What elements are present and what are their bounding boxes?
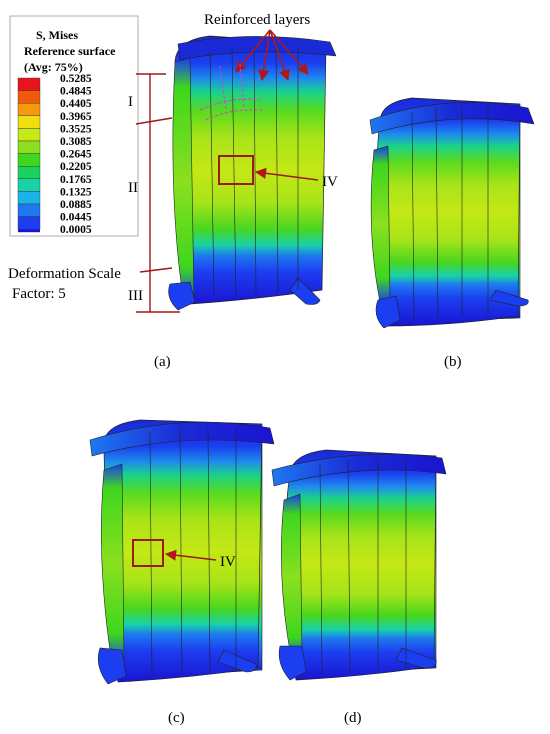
legend-swatch (17, 178, 41, 192)
deformation-scale-line-2: Factor: 5 (12, 286, 66, 302)
zone-bracket (135, 73, 180, 313)
legend-title-line-1: S, Mises (36, 28, 78, 42)
legend-value: 0.2645 (60, 149, 92, 161)
zone-4-label-a: IV (322, 174, 338, 190)
panel-label-b: (b) (444, 354, 462, 370)
reinforced-arrows (235, 29, 309, 82)
legend-swatch (18, 229, 40, 233)
legend-value: 0.3525 (60, 123, 92, 135)
legend-swatch (17, 128, 41, 142)
legend-title-line-3: (Avg: 75%) (24, 60, 83, 74)
panel-label-d: (d) (344, 710, 362, 726)
annotations-c: IV (132, 539, 236, 570)
zone-3-label: III (128, 288, 143, 304)
legend-value: 0.0005 (60, 224, 92, 236)
legend-value: 0.4845 (60, 86, 92, 98)
legend-value: 0.1325 (60, 186, 92, 198)
reinforced-dashed (199, 63, 263, 121)
deformation-scale-line-1: Deformation Scale (8, 266, 121, 282)
legend-swatch (17, 77, 41, 91)
legend-value: 0.3085 (60, 136, 92, 148)
zone-4-box-a (218, 155, 254, 185)
panel-label-c: (c) (168, 710, 185, 726)
reinforced-layers-label: Reinforced layers (204, 12, 310, 28)
legend-value: 0.0445 (60, 212, 92, 224)
stress-legend: S, Mises Reference surface (Avg: 75%) 0.… (9, 15, 139, 237)
legend-swatch (17, 216, 41, 230)
legend-value: 0.1765 (60, 174, 92, 186)
legend-value: 0.4405 (60, 98, 92, 110)
legend-swatch (17, 165, 41, 179)
legend-swatch (17, 115, 41, 129)
legend-swatch (17, 153, 41, 167)
zone-4-label-c: IV (220, 554, 236, 570)
legend-swatches (17, 77, 41, 233)
panel-d-model (271, 449, 447, 681)
annotations-a: Reinforced layers I II III IV (8, 12, 338, 313)
legend-swatch (17, 90, 41, 104)
legend-values: 0.52850.48450.44050.39650.35250.30850.26… (60, 73, 92, 236)
legend-swatch (17, 203, 41, 217)
legend-value: 0.0885 (60, 199, 92, 211)
panel-label-a: (a) (154, 354, 171, 370)
zone-2-label: II (128, 180, 138, 196)
panel-b-model (369, 97, 535, 329)
legend-swatch (17, 191, 41, 205)
legend-title-line-2: Reference surface (24, 44, 116, 58)
legend-swatch (17, 102, 41, 116)
legend-value: 0.5285 (60, 73, 92, 85)
zone-4-box-c (132, 539, 164, 567)
panel-c-model (89, 419, 275, 685)
legend-value: 0.2205 (60, 161, 92, 173)
legend-value: 0.3965 (60, 111, 92, 123)
panel-a-model (168, 35, 337, 311)
zone-1-label: I (128, 94, 133, 110)
legend-swatch (17, 140, 41, 154)
